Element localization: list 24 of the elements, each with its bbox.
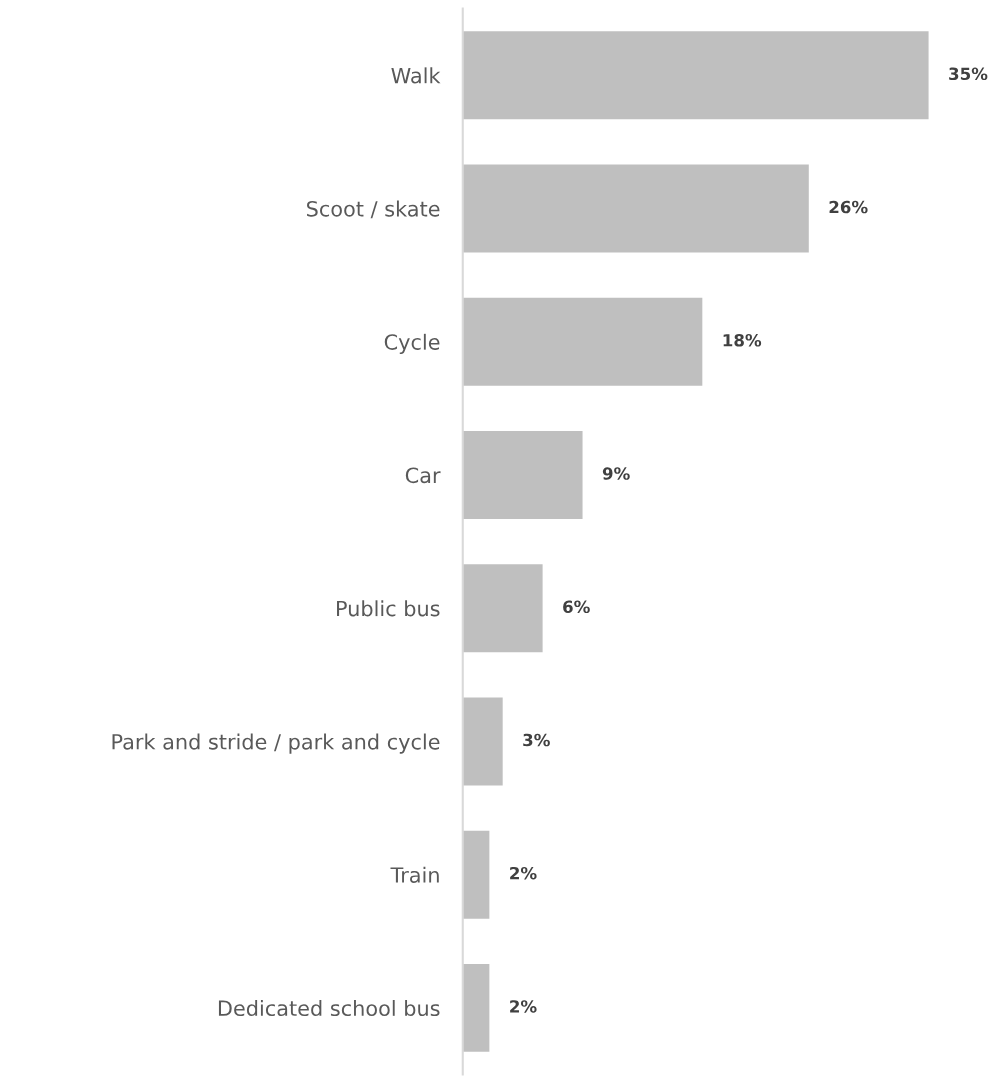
- bar: [462, 963, 490, 1052]
- y-tick-label: Cycle: [384, 333, 440, 354]
- bar: [462, 297, 703, 386]
- data-label: 9%: [602, 467, 630, 480]
- bar: [462, 164, 809, 253]
- y-tick-label: Car: [405, 467, 441, 484]
- data-label: 6%: [563, 600, 590, 614]
- y-tick-label: Train: [390, 866, 439, 883]
- y-tick-label: Park and stride / park and cycle: [112, 733, 440, 754]
- data-label: 2%: [510, 1000, 537, 1013]
- data-label: 2%: [510, 866, 537, 880]
- y-tick-label: Scoot / skate: [307, 200, 440, 219]
- y-tick-label: Dedicated school bus: [218, 999, 440, 1017]
- y-tick-label: Walk: [391, 67, 441, 84]
- data-label: 26%: [829, 200, 868, 214]
- bar: [462, 31, 929, 120]
- data-label: 35%: [949, 67, 988, 81]
- bar: [462, 830, 490, 919]
- bar: [462, 564, 543, 653]
- y-tick-label: Public bus: [337, 600, 440, 617]
- bar: [462, 431, 583, 519]
- bar: [462, 697, 503, 786]
- data-label: 18%: [723, 333, 762, 347]
- data-label: 3%: [523, 733, 550, 747]
